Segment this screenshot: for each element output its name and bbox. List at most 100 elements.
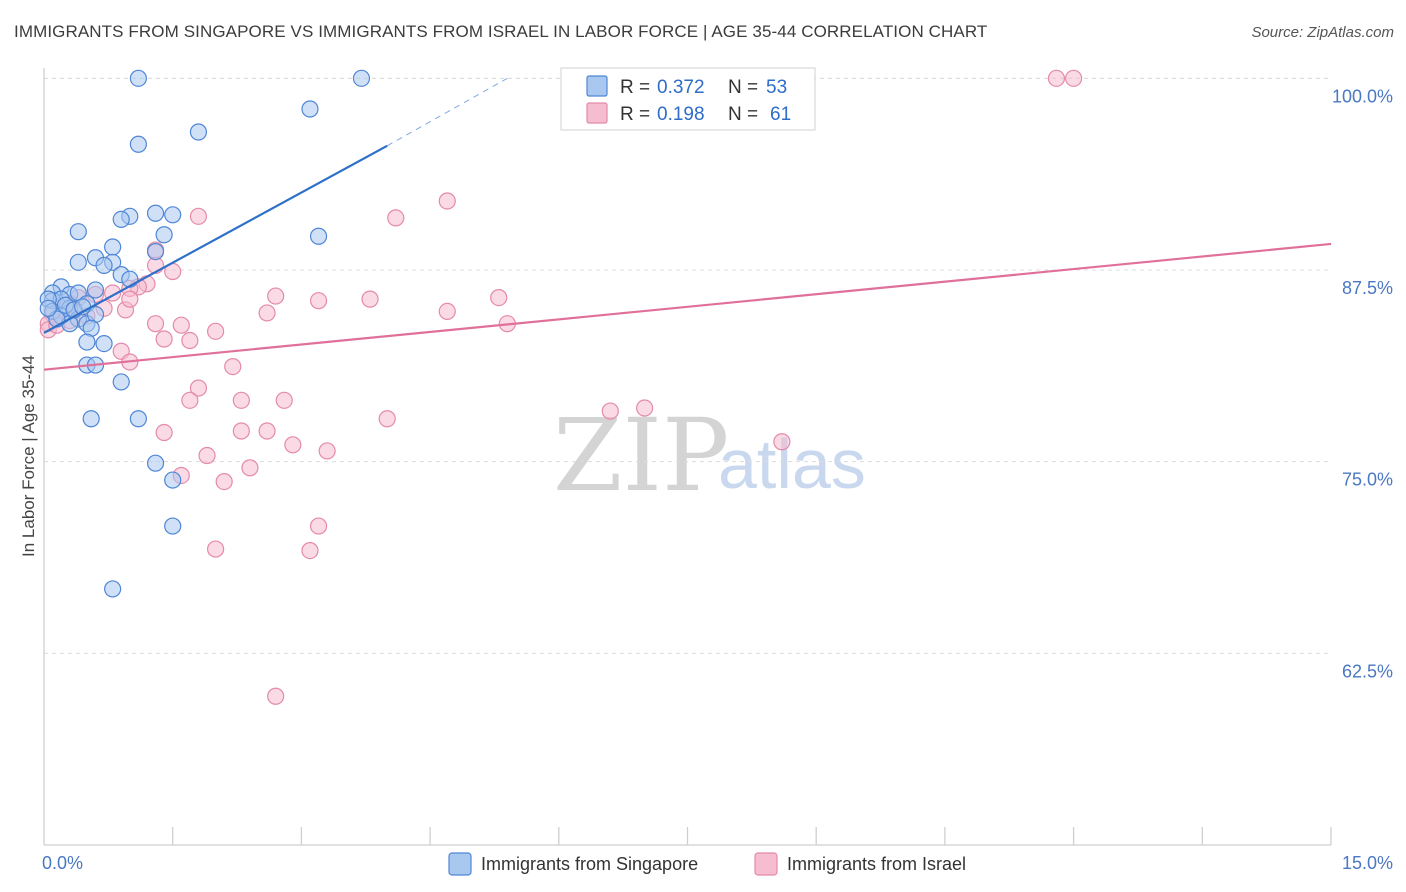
singapore-point <box>164 206 182 224</box>
israel-point <box>207 540 225 558</box>
x-axis-ticks <box>172 827 1332 845</box>
legend-singapore-n-value: 53 <box>766 77 787 98</box>
legend-israel-r-label: R = <box>620 104 650 125</box>
israel-point <box>241 459 259 477</box>
singapore-point <box>104 238 122 256</box>
y-tick-label: 87.5% <box>1342 278 1393 298</box>
singapore-point <box>155 226 173 244</box>
israel-point <box>198 446 216 465</box>
israel-point <box>155 423 173 442</box>
singapore-point <box>69 223 87 241</box>
x-tick-label-min: 0.0% <box>42 853 83 873</box>
israel-point <box>258 422 276 440</box>
singapore-point <box>82 410 100 428</box>
singapore-point <box>129 135 147 153</box>
singapore-point <box>121 270 139 288</box>
source-label: Source: ZipAtlas.com <box>1251 24 1394 41</box>
singapore-point <box>146 204 165 222</box>
singapore-point <box>104 580 122 598</box>
singapore-point <box>112 373 130 391</box>
israel-points <box>39 69 1083 705</box>
israel-point <box>301 541 319 560</box>
y-tick-label: 62.5% <box>1342 661 1393 681</box>
israel-point <box>232 422 250 440</box>
y-tick-labels: 62.5% 75.0% 87.5% 100.0% <box>1332 86 1393 681</box>
watermark-atlas: atlas <box>718 425 866 503</box>
chart-title: IMMIGRANTS FROM SINGAPORE VS IMMIGRANTS … <box>14 22 988 41</box>
israel-point <box>258 304 276 322</box>
legend-singapore-n-label: N = <box>728 77 758 98</box>
legend-singapore-r-label: R = <box>620 77 650 98</box>
singapore-point <box>146 243 165 261</box>
israel-point <box>181 391 199 409</box>
y-axis-label: In Labor Force | Age 35-44 <box>19 355 38 557</box>
bottom-legend-singapore-label: Immigrants from Singapore <box>481 854 698 874</box>
legend: R = 0.372 N = 53 R = 0.198 N = 61 <box>560 67 816 131</box>
israel-point <box>215 473 233 491</box>
israel-point <box>146 315 165 333</box>
x-tick-label-max: 15.0% <box>1342 853 1393 873</box>
singapore-point <box>189 123 208 141</box>
israel-point <box>181 331 199 350</box>
israel-point <box>378 410 396 428</box>
singapore-point <box>95 256 113 274</box>
singapore-point <box>112 210 130 228</box>
singapore-point <box>86 281 105 299</box>
singapore-point <box>164 471 182 489</box>
singapore-point <box>129 69 147 87</box>
singapore-point <box>39 299 57 317</box>
israel-point <box>155 330 173 348</box>
israel-point <box>318 442 336 460</box>
israel-point <box>1047 69 1066 87</box>
israel-point <box>172 316 190 334</box>
legend-israel-swatch <box>586 102 608 124</box>
singapore-point <box>129 410 147 428</box>
legend-singapore-r-value: 0.372 <box>657 77 705 98</box>
bottom-legend-israel-label: Immigrants from Israel <box>787 854 966 874</box>
israel-point <box>773 433 791 451</box>
israel-point <box>601 402 619 420</box>
y-tick-label: 75.0% <box>1342 470 1393 490</box>
singapore-point <box>95 335 113 353</box>
israel-point <box>361 290 379 308</box>
bottom-legend: Immigrants from Singapore Immigrants fro… <box>448 852 966 876</box>
singapore-trend-extension <box>386 77 508 147</box>
singapore-point <box>69 253 87 271</box>
legend-israel-n-label: N = <box>728 104 758 125</box>
israel-point <box>267 687 285 705</box>
israel-point <box>267 287 285 305</box>
israel-point <box>490 289 508 307</box>
israel-point <box>387 209 405 227</box>
singapore-point <box>78 333 96 351</box>
trend-lines <box>43 77 1332 371</box>
israel-point <box>438 302 456 320</box>
israel-point <box>189 207 208 225</box>
singapore-point <box>146 454 165 472</box>
israel-point <box>275 391 293 409</box>
israel-point <box>284 436 302 454</box>
israel-point <box>309 517 328 535</box>
singapore-point <box>352 69 371 87</box>
watermark: ZIP atlas <box>553 397 866 514</box>
israel-point <box>207 322 225 340</box>
israel-point <box>121 290 139 308</box>
legend-singapore-swatch <box>586 75 608 97</box>
legend-israel-n-value: 61 <box>770 104 791 125</box>
singapore-trend-line <box>43 144 388 334</box>
israel-point <box>1064 69 1083 87</box>
y-tick-label: 100.0% <box>1332 86 1393 106</box>
singapore-point <box>164 517 182 535</box>
israel-point <box>189 379 208 397</box>
israel-point <box>232 391 250 409</box>
singapore-point <box>309 227 328 245</box>
israel-trend-line <box>43 242 1332 371</box>
israel-point <box>309 292 328 310</box>
bottom-legend-singapore-swatch <box>448 852 472 876</box>
israel-point <box>635 399 654 417</box>
singapore-point <box>301 100 319 118</box>
legend-israel-r-value: 0.198 <box>657 104 705 125</box>
bottom-legend-israel-swatch <box>754 852 778 876</box>
israel-point <box>224 358 242 376</box>
watermark-zip: ZIP <box>553 397 729 514</box>
